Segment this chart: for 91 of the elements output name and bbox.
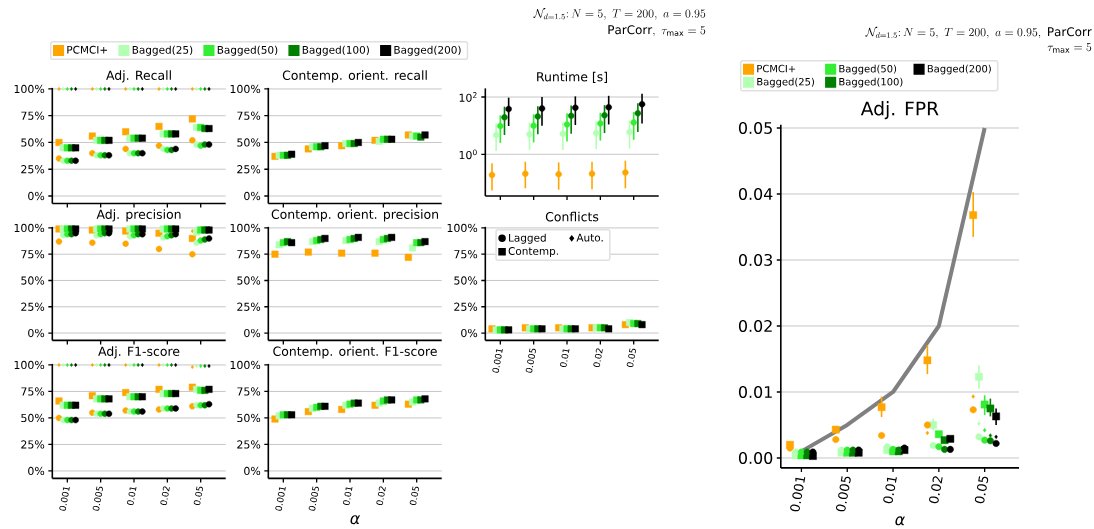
legend-label: Bagged(50) xyxy=(839,64,897,75)
y-tick-label: 75% xyxy=(454,250,478,259)
chart-title: Adj. FPR xyxy=(860,101,939,120)
y-tick-label: 0% xyxy=(244,191,261,201)
x-tick-label: 0.001 xyxy=(59,487,70,511)
x-tick-label: 0.01 xyxy=(883,477,897,504)
chart-title: Adj. F1-score xyxy=(98,346,180,359)
chart-title: Runtime [s] xyxy=(537,71,608,83)
x-tick-label: 0.005 xyxy=(525,348,536,373)
y-tick-label: 100% xyxy=(230,84,261,94)
y-tick-label: 100% xyxy=(230,223,261,233)
x-tick-label: 0.02 xyxy=(593,348,603,368)
y-tick-label: 0% xyxy=(28,191,45,201)
y-tick-label: 10$^{0}$ xyxy=(459,149,477,160)
y-tick-label: 10$^{2}$ xyxy=(459,92,477,102)
y-tick-label: 100% xyxy=(447,223,478,233)
legend-label: Bagged(25) xyxy=(757,77,814,88)
y-tick-label: 50% xyxy=(237,413,261,423)
y-tick-label: 25% xyxy=(237,440,261,449)
x-axis-title: α xyxy=(895,516,905,526)
y-tick-label: 0.02 xyxy=(738,319,772,332)
chart-title: Adj. Recall xyxy=(106,70,171,83)
y-tick-label: 0% xyxy=(244,328,261,338)
y-tick-label: 100% xyxy=(14,360,45,370)
y-tick-label: 50% xyxy=(454,276,478,285)
x-tick-label: 0.001 xyxy=(492,349,503,373)
y-tick-label: 75% xyxy=(237,250,261,259)
x-tick-label: 0.01 xyxy=(343,487,353,506)
legend-label: PCMCI+ xyxy=(67,45,108,54)
x-tick-label: 0.05 xyxy=(626,348,636,368)
legend-label: Bagged(200) xyxy=(927,64,991,75)
y-tick-label: 50% xyxy=(21,138,45,147)
text: $\tau_{\max}=5$ xyxy=(1047,42,1092,53)
legend-label: Bagged(200) xyxy=(394,45,461,56)
y-tick-label: 75% xyxy=(21,250,45,259)
x-tick-label: 0.05 xyxy=(409,486,419,506)
y-tick-label: 50% xyxy=(237,138,261,147)
y-tick-label: 100% xyxy=(230,360,261,370)
chart-title: Adj. precision xyxy=(96,209,181,222)
chart-title: Conflicts xyxy=(545,211,599,222)
x-tick-label: 0.01 xyxy=(560,349,570,368)
x-tick-label: 0.02 xyxy=(160,486,170,506)
y-tick-label: 25% xyxy=(21,440,45,449)
text: $\mathcal{N}_{d=1.5}\colon N=5,\ T=200,\ a=0.95$ xyxy=(533,8,706,20)
y-tick-label: 25% xyxy=(21,302,45,311)
x-tick-label: 0.005 xyxy=(835,476,851,512)
y-tick-label: 25% xyxy=(21,165,45,174)
y-tick-label: 25% xyxy=(454,302,478,311)
legend-label: Contemp. xyxy=(508,247,558,257)
y-tick-label: 25% xyxy=(237,302,261,311)
x-tick-label: 0.01 xyxy=(127,487,137,506)
y-tick-label: 0% xyxy=(244,466,261,476)
y-tick-label: 75% xyxy=(237,111,261,120)
y-tick-label: 100% xyxy=(14,223,45,233)
chart-title: Contemp. orient. precision xyxy=(271,209,438,222)
legend-label: Bagged(100) xyxy=(839,77,903,88)
x-tick-label: 0.05 xyxy=(974,476,989,504)
x-tick-label: 0.005 xyxy=(308,486,319,511)
x-tick-label: 0.005 xyxy=(92,486,103,511)
y-tick-label: 0.05 xyxy=(738,121,772,134)
y-tick-label: 0% xyxy=(28,328,45,338)
y-tick-label: 0% xyxy=(461,328,478,338)
x-axis-title: α xyxy=(350,515,361,525)
y-tick-label: 75% xyxy=(21,387,45,396)
legend-label: Bagged(50) xyxy=(217,45,278,56)
text: $\mathrm{ParCorr},\ \tau_{\max}=5$ xyxy=(608,25,706,37)
x-tick-label: 0.02 xyxy=(376,486,386,506)
legend-label: Bagged(100) xyxy=(302,45,369,56)
y-tick-label: 50% xyxy=(21,276,45,285)
chart-title: Contemp. orient. F1-score xyxy=(273,346,437,359)
y-tick-label: 0% xyxy=(28,466,45,476)
y-tick-label: 50% xyxy=(21,413,45,423)
x-tick-label: 0.001 xyxy=(275,487,286,511)
y-tick-label: 0.04 xyxy=(738,187,773,200)
y-tick-label: 50% xyxy=(237,276,261,285)
x-tick-label: 0.02 xyxy=(929,476,943,504)
legend-label: Auto. xyxy=(576,233,603,242)
y-tick-label: 0.00 xyxy=(738,451,773,464)
y-tick-label: 25% xyxy=(237,165,261,174)
y-tick-label: 0.03 xyxy=(738,253,773,266)
x-tick-label: 0.001 xyxy=(790,477,806,512)
chart-title: Contemp. orient. recall xyxy=(282,70,427,83)
y-tick-label: 75% xyxy=(21,111,45,120)
y-tick-label: 75% xyxy=(237,387,261,396)
legend-label: Bagged(25) xyxy=(132,45,193,56)
legend-label: Lagged xyxy=(509,233,546,244)
text: $\mathcal{N}_{d=1.5}\colon N=5,\ T=200,\ a=0.95,\ \mathrm{ParCorr}$ xyxy=(865,26,1092,39)
y-tick-label: 100% xyxy=(14,84,45,94)
legend-label: PCMCI+ xyxy=(757,64,796,73)
y-tick-label: 0.01 xyxy=(738,385,772,398)
x-tick-label: 0.05 xyxy=(193,486,203,506)
